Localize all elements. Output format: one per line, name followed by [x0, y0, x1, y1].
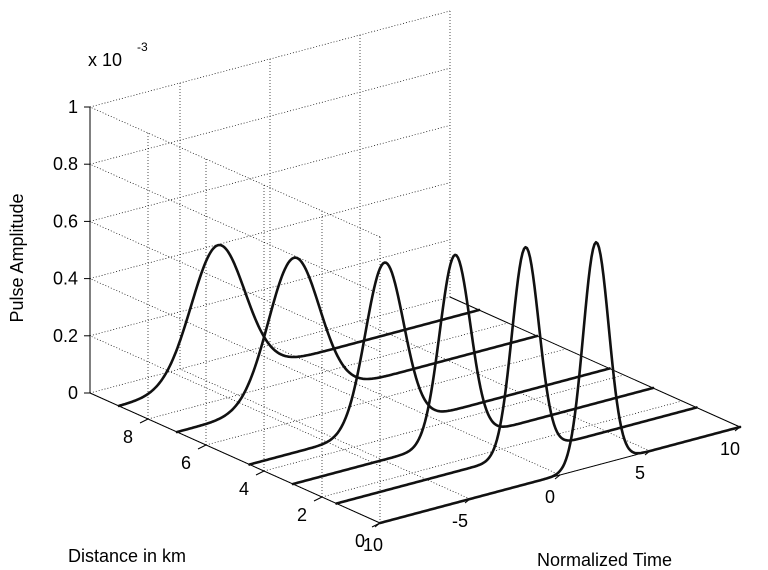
pulse-curve — [378, 241, 742, 525]
curve-layer — [117, 241, 742, 525]
grid-line — [89, 335, 381, 467]
x-tick-mark — [554, 474, 561, 480]
pulse-curve — [335, 245, 698, 505]
z-tick-label: 0.4 — [53, 269, 78, 289]
y-axis-line — [89, 392, 381, 524]
x-tick-label: 0 — [545, 487, 555, 507]
z-exponent-label: x 10 -3 — [88, 40, 148, 70]
grid-line — [147, 322, 509, 420]
y-axis-label: Distance in km — [68, 546, 186, 566]
y-tick-label: 2 — [297, 505, 307, 525]
z-tick-label: 0.8 — [53, 154, 78, 174]
pulse-curve — [291, 253, 655, 486]
grid-line — [89, 106, 381, 238]
y-tick-mark — [197, 444, 207, 450]
y-tick-label: 0 — [355, 531, 365, 551]
x-tick-label: 5 — [635, 463, 645, 483]
y-tick-label: 8 — [123, 427, 133, 447]
grid-line — [263, 374, 625, 472]
tick-layer: 0 0.2 0.4 0.6 0.8 1 -10 -5 0 5 10 0 2 4 6 8 — [53, 97, 740, 555]
x-tick-label: -10 — [357, 535, 383, 555]
z-tick-label: 0.6 — [53, 211, 78, 231]
grid-line — [89, 221, 381, 352]
grid-line — [89, 163, 381, 295]
y-tick-mark — [255, 470, 265, 476]
z-tick-label: 1 — [68, 97, 78, 117]
y-tick-label: 4 — [239, 479, 249, 499]
grid-line — [269, 344, 561, 476]
z-exponent-power: -3 — [137, 40, 148, 54]
z-exponent-base: x 10 — [88, 50, 122, 70]
grid-line — [205, 348, 567, 446]
z-tick-label: 0.2 — [53, 326, 78, 346]
grid-line — [179, 368, 471, 500]
pulse-curve — [175, 256, 539, 434]
y-tick-mark — [371, 522, 381, 528]
axis-layer — [84, 106, 741, 528]
x-tick-label: -5 — [452, 511, 468, 531]
x-axis-label: Normalized Time — [537, 550, 672, 570]
x-end-floor-line — [449, 296, 741, 428]
y-tick-label: 6 — [181, 453, 191, 473]
pulse-curve — [117, 243, 481, 408]
x-tick-label: 10 — [720, 439, 740, 459]
y-tick-mark — [139, 418, 149, 424]
z-axis-label: Pulse Amplitude — [7, 193, 27, 322]
grid-line — [89, 278, 381, 409]
z-tick-label: 0 — [68, 383, 78, 403]
y-tick-mark — [313, 496, 323, 502]
